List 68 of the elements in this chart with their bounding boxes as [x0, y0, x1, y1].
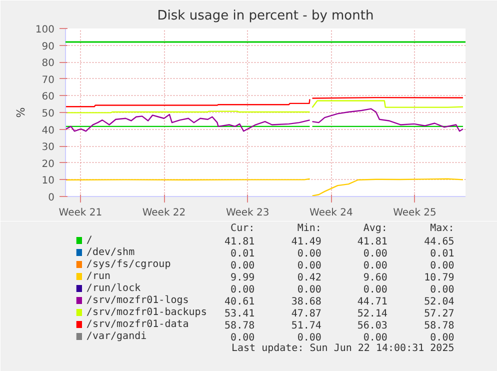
y-tick-label: 100 — [35, 24, 55, 36]
text: 0.00 — [297, 332, 322, 344]
text: 52.04 — [424, 296, 454, 308]
text: Avg: — [363, 223, 388, 234]
y-tick-label: 50 — [42, 108, 55, 120]
text: 0.00 — [297, 248, 322, 260]
text: 0.00 — [363, 332, 388, 344]
text: 9.60 — [363, 272, 388, 284]
text: 0.00 — [430, 260, 454, 272]
text: 44.71 — [357, 296, 388, 308]
y-tick-label: 20 — [42, 158, 55, 170]
y-tick-label: 70 — [42, 74, 55, 86]
text: 56.03 — [357, 320, 388, 332]
text: Max: — [430, 223, 454, 234]
text: 0.00 — [430, 332, 454, 344]
text: 0.00 — [230, 332, 255, 344]
text: 38.68 — [291, 296, 322, 308]
text: Min: — [297, 223, 322, 234]
text: 0.00 — [363, 260, 388, 272]
x-tick-label: Week 23 — [226, 208, 270, 218]
text: 0.00 — [297, 260, 322, 272]
text: 0.00 — [363, 284, 388, 296]
text: 0.42 — [297, 272, 322, 284]
text: 9.99 — [230, 272, 255, 284]
y-axis-title: % — [14, 107, 28, 118]
text: 58.78 — [224, 320, 255, 332]
text: Last update: Sun Jun 22 14:00:31 2025 — [231, 343, 454, 354]
text: 0.00 — [430, 284, 454, 296]
y-tick-label: 80 — [42, 58, 55, 70]
legend-label: /srv/mozfr01-data — [86, 319, 189, 330]
text: 41.81 — [224, 236, 255, 248]
text: 51.74 — [291, 320, 322, 332]
text: 58.78 — [424, 320, 454, 332]
text: 57.27 — [424, 308, 454, 320]
legend-label: /sys/fs/cgroup — [86, 259, 171, 270]
y-tick-label: 10 — [42, 176, 55, 187]
x-tick-label: Week 22 — [142, 208, 186, 218]
y-tick-label: 0 — [48, 192, 55, 204]
legend-label: /run — [86, 271, 111, 282]
x-tick-label: Week 24 — [310, 208, 353, 218]
x-tick-label: Week 25 — [393, 208, 436, 218]
text: 0.00 — [230, 260, 255, 272]
text: 0.00 — [297, 284, 322, 296]
text: 52.14 — [357, 308, 388, 320]
y-tick-label: 40 — [42, 125, 55, 136]
legend-label: /dev/shm — [86, 247, 135, 258]
text: 41.81 — [357, 236, 388, 248]
legend-label: / — [86, 235, 92, 246]
text: 0.01 — [430, 248, 454, 260]
text: 40.61 — [224, 296, 255, 308]
y-tick-label: 60 — [42, 92, 55, 103]
text: 0.00 — [363, 248, 388, 260]
y-tick-label: 90 — [42, 41, 55, 52]
text: 44.65 — [424, 236, 454, 248]
text: 53.41 — [224, 308, 255, 320]
legend-label: /srv/mozfr01-logs — [86, 295, 189, 306]
x-tick-label: Week 21 — [58, 208, 102, 218]
text: 0.00 — [230, 284, 255, 296]
legend-label: /var/gandi — [86, 331, 147, 342]
legend-label: /run/lock — [86, 283, 141, 294]
text: Cur: — [230, 223, 255, 234]
text: 0.01 — [230, 248, 255, 260]
legend-label: /srv/mozfr01-backups — [86, 307, 207, 318]
y-tick-label: 30 — [42, 142, 55, 154]
chart-title: Disk usage in percent - by month — [157, 8, 374, 24]
text: 41.49 — [291, 236, 322, 248]
text: 47.87 — [291, 308, 322, 320]
text: 10.79 — [424, 272, 454, 284]
